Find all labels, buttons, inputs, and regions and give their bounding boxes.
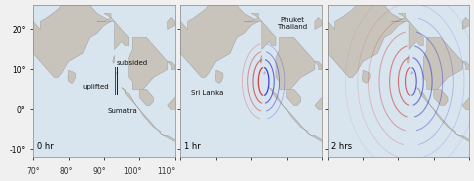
Text: 2 hrs: 2 hrs	[331, 142, 352, 151]
Polygon shape	[215, 70, 223, 83]
Text: 1 hr: 1 hr	[184, 142, 201, 151]
Polygon shape	[269, 87, 308, 133]
Polygon shape	[392, 13, 423, 49]
Polygon shape	[462, 89, 474, 117]
Polygon shape	[168, 89, 200, 117]
Polygon shape	[287, 89, 301, 106]
Polygon shape	[455, 133, 473, 142]
Polygon shape	[26, 0, 111, 77]
Polygon shape	[129, 37, 168, 89]
Polygon shape	[116, 71, 118, 74]
Polygon shape	[97, 13, 129, 49]
Polygon shape	[315, 17, 322, 30]
Polygon shape	[434, 89, 448, 106]
Polygon shape	[416, 87, 455, 133]
Polygon shape	[411, 71, 413, 74]
Text: 70°: 70°	[27, 167, 40, 176]
Polygon shape	[315, 61, 322, 70]
Text: 80°: 80°	[60, 167, 73, 176]
Polygon shape	[161, 133, 178, 142]
Polygon shape	[315, 89, 347, 117]
Text: Sri Lanka: Sri Lanka	[191, 90, 223, 96]
Polygon shape	[244, 13, 276, 49]
Polygon shape	[320, 0, 406, 77]
Polygon shape	[173, 0, 258, 77]
Polygon shape	[168, 17, 175, 30]
Text: 110°: 110°	[157, 167, 175, 176]
Polygon shape	[462, 61, 469, 70]
Text: 0 hr: 0 hr	[36, 142, 54, 151]
Polygon shape	[68, 70, 76, 83]
Text: 90°: 90°	[93, 167, 106, 176]
Polygon shape	[168, 61, 175, 70]
Polygon shape	[122, 87, 161, 133]
Text: subsided: subsided	[116, 60, 147, 66]
Text: uplifted: uplifted	[83, 85, 109, 90]
Polygon shape	[113, 55, 115, 64]
Polygon shape	[462, 17, 469, 30]
Text: Phuket
Thailand: Phuket Thailand	[277, 17, 307, 30]
Polygon shape	[407, 55, 409, 64]
Polygon shape	[423, 37, 462, 89]
Text: Sumatra: Sumatra	[108, 108, 137, 114]
Polygon shape	[362, 70, 370, 83]
Polygon shape	[260, 55, 262, 64]
Polygon shape	[264, 71, 265, 74]
Text: 100°: 100°	[124, 167, 142, 176]
Polygon shape	[308, 133, 326, 142]
Polygon shape	[139, 89, 154, 106]
Polygon shape	[276, 37, 315, 89]
